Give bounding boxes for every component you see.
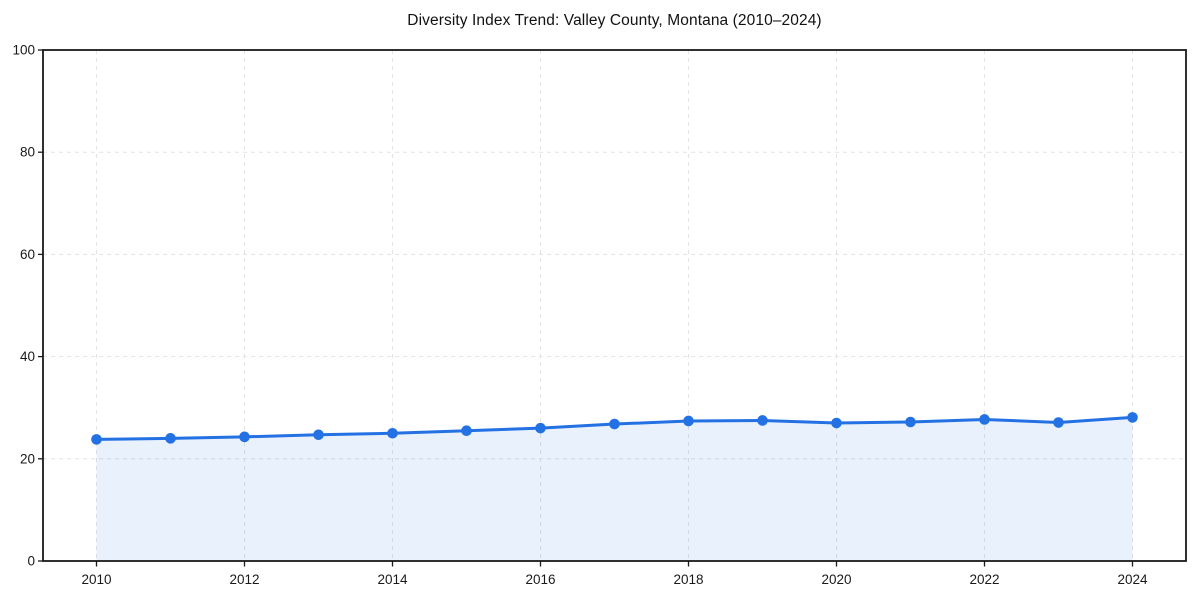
y-axis-tick-label: 20 bbox=[20, 451, 35, 466]
data-point-2023 bbox=[1053, 417, 1064, 428]
data-point-2015 bbox=[461, 425, 472, 436]
data-point-2020 bbox=[831, 417, 842, 429]
data-point-2013 bbox=[313, 429, 324, 441]
x-axis-tick-label: 2014 bbox=[377, 572, 408, 587]
data-point-2022 bbox=[979, 414, 990, 425]
y-axis-tick-label: 100 bbox=[12, 43, 35, 58]
y-axis-tick-label: 0 bbox=[27, 554, 35, 569]
data-point-2017 bbox=[609, 418, 620, 430]
chart-title: Diversity Index Trend: Valley County, Mo… bbox=[407, 12, 822, 29]
x-axis-tick-label: 2010 bbox=[81, 572, 111, 587]
x-axis-tick-label: 2016 bbox=[525, 572, 555, 587]
x-axis-tick-label: 2020 bbox=[821, 572, 851, 587]
y-axis-tick-label: 60 bbox=[20, 247, 35, 262]
area-fill bbox=[96, 417, 1133, 561]
x-axis-tick-label: 2024 bbox=[1117, 572, 1148, 587]
x-axis-tick-label: 2012 bbox=[229, 572, 259, 587]
data-point-2024 bbox=[1127, 412, 1138, 423]
data-point-2021 bbox=[905, 416, 916, 428]
data-point-2018 bbox=[683, 415, 694, 427]
data-point-2019 bbox=[757, 415, 768, 426]
y-axis-tick-label: 80 bbox=[20, 145, 35, 160]
data-point-2014 bbox=[387, 427, 398, 439]
x-axis-tick-label: 2022 bbox=[969, 572, 999, 587]
data-point-2011 bbox=[165, 433, 176, 444]
data-point-2010 bbox=[91, 434, 102, 445]
plot-border bbox=[42, 49, 1187, 562]
x-axis-tick-label: 2018 bbox=[673, 572, 703, 587]
data-point-2012 bbox=[239, 431, 250, 443]
y-axis-tick-label: 40 bbox=[20, 349, 35, 364]
data-point-2016 bbox=[535, 422, 546, 434]
